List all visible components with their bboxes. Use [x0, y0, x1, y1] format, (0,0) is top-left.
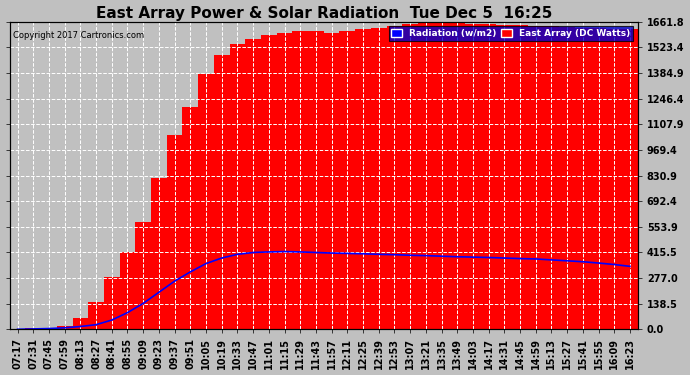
- Bar: [214, 56, 230, 329]
- Bar: [607, 28, 622, 329]
- Bar: [230, 44, 245, 329]
- Bar: [512, 26, 528, 329]
- Bar: [355, 30, 371, 329]
- Bar: [528, 26, 544, 329]
- Bar: [26, 328, 41, 329]
- Bar: [167, 135, 182, 329]
- Bar: [277, 33, 293, 329]
- Bar: [308, 31, 324, 329]
- Bar: [245, 39, 261, 329]
- Bar: [198, 74, 214, 329]
- Bar: [339, 31, 355, 329]
- Bar: [371, 28, 386, 329]
- Bar: [72, 318, 88, 329]
- Bar: [497, 25, 512, 329]
- Bar: [386, 26, 402, 329]
- Bar: [293, 31, 308, 329]
- Bar: [119, 252, 135, 329]
- Bar: [324, 33, 339, 329]
- Bar: [88, 302, 104, 329]
- Bar: [151, 177, 167, 329]
- Bar: [481, 24, 497, 329]
- Bar: [261, 35, 277, 329]
- Bar: [591, 28, 607, 329]
- Title: East Array Power & Solar Radiation  Tue Dec 5  16:25: East Array Power & Solar Radiation Tue D…: [96, 6, 552, 21]
- Bar: [418, 22, 434, 329]
- Bar: [544, 26, 560, 329]
- Bar: [560, 27, 575, 329]
- Bar: [41, 328, 57, 329]
- Bar: [402, 24, 418, 329]
- Bar: [434, 22, 449, 329]
- Bar: [104, 278, 119, 329]
- Bar: [135, 222, 151, 329]
- Bar: [182, 107, 198, 329]
- Legend: Radiation (w/m2), East Array (DC Watts): Radiation (w/m2), East Array (DC Watts): [388, 26, 633, 40]
- Bar: [622, 30, 638, 329]
- Bar: [57, 326, 72, 329]
- Bar: [465, 24, 481, 329]
- Bar: [575, 28, 591, 329]
- Text: Copyright 2017 Cartronics.com: Copyright 2017 Cartronics.com: [13, 31, 144, 40]
- Bar: [449, 23, 465, 329]
